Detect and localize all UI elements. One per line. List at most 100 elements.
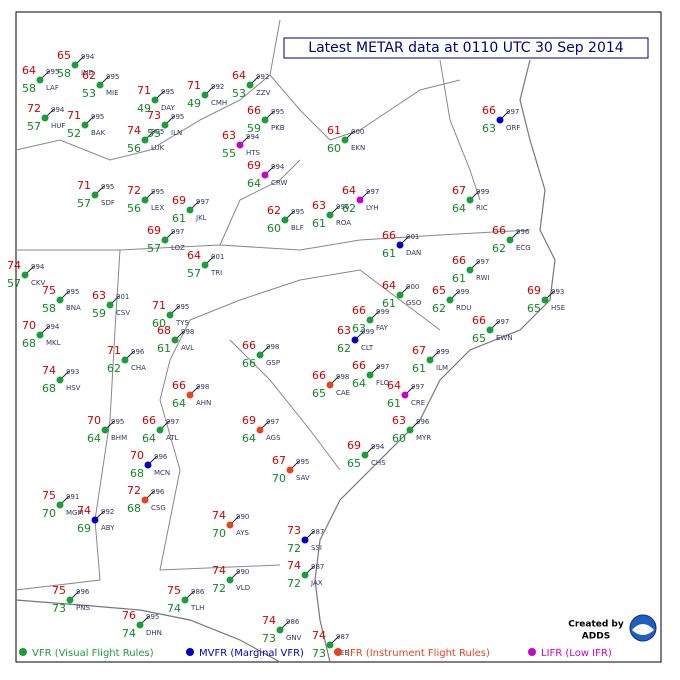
pressure: 997 <box>411 383 424 391</box>
temperature: 73 <box>147 109 161 122</box>
station: 75 73 996 PNS <box>52 584 90 615</box>
pressure: 997 <box>366 188 379 196</box>
dewpoint: 68 <box>22 337 36 350</box>
station-id: TLH <box>190 604 204 612</box>
station-id: PKB <box>271 124 285 132</box>
temperature: 75 <box>52 584 66 597</box>
station-id: TYS <box>175 319 190 327</box>
station: 74 73 986 GNV <box>262 614 302 645</box>
station: 66 62 996 ECG <box>492 224 531 255</box>
station-dot <box>361 451 369 459</box>
dewpoint: 55 <box>147 127 161 140</box>
station-id: AGS <box>266 434 281 442</box>
temperature: 66 <box>142 414 156 427</box>
dewpoint: 57 <box>27 120 41 133</box>
station: 74 73 987 LEE <box>312 629 349 660</box>
station: 64 53 992 ZZV <box>232 69 271 100</box>
temperature: 66 <box>242 339 256 352</box>
station: 68 61 998 AVL <box>157 324 194 355</box>
pressure: 995 <box>296 458 309 466</box>
station-dot <box>261 171 269 179</box>
dewpoint: 49 <box>137 102 151 115</box>
pressure: 987 <box>336 633 349 641</box>
station-dot <box>301 536 309 544</box>
station: 71 60 995 TYS <box>152 299 190 330</box>
pressure: 994 <box>246 133 260 141</box>
station: 71 57 995 SDF <box>77 179 115 210</box>
station-dot <box>56 376 64 384</box>
dewpoint: 68 <box>127 502 141 515</box>
dewpoint: 61 <box>452 272 466 285</box>
station-dot <box>156 426 164 434</box>
pressure: 995 <box>46 68 59 76</box>
station-id: BHM <box>111 434 127 442</box>
map-frame <box>15 11 662 663</box>
temperature: 65 <box>432 284 446 297</box>
station-id: BLF <box>291 224 304 232</box>
station-id: CLT <box>361 344 374 352</box>
legend-dot <box>186 648 194 656</box>
temperature: 71 <box>137 84 151 97</box>
pressure: 999 <box>361 328 374 336</box>
pressure: 996 <box>151 488 165 496</box>
station-id: MCN <box>154 469 170 477</box>
title-box <box>283 37 649 59</box>
station-id: PNS <box>76 604 90 612</box>
station: 72 56 995 LEX <box>127 184 164 215</box>
pressure: 993 <box>551 288 564 296</box>
station-id: MKL <box>46 339 61 347</box>
station-id: CSV <box>116 309 130 317</box>
station: 64 58 995 LAF <box>22 64 59 95</box>
pressure: 996 <box>416 418 430 426</box>
station-id: ILM <box>436 364 448 372</box>
dewpoint: 56 <box>127 142 141 155</box>
dewpoint: 70 <box>272 472 286 485</box>
credit-line: Created by <box>568 620 624 630</box>
pressure: 992 <box>211 83 224 91</box>
pressure: 001 <box>211 253 224 261</box>
temperature: 69 <box>247 159 261 172</box>
temperature: 66 <box>247 104 261 117</box>
station: 71 62 996 CHA <box>107 344 146 375</box>
station: 71 49 992 CMH <box>187 79 227 110</box>
pressure: 986 <box>191 588 205 596</box>
station: 74 72 990 VLD <box>212 564 250 595</box>
station: 70 68 994 MKL <box>22 319 61 350</box>
station-id: LAF <box>46 84 59 92</box>
dewpoint: 62 <box>337 342 351 355</box>
pressure: 992 <box>256 73 269 81</box>
station: 66 61 997 RWI <box>452 254 490 285</box>
station-id: RIC <box>476 204 488 212</box>
station-dot <box>256 426 264 434</box>
dewpoint: 61 <box>157 342 171 355</box>
station-id: SDF <box>101 199 115 207</box>
pressure: 998 <box>336 373 349 381</box>
temperature: 67 <box>452 184 466 197</box>
coastline <box>15 59 556 663</box>
station: 66 61 001 DAN <box>382 229 421 260</box>
station: 69 57 997 LOZ <box>147 224 185 255</box>
pressure: 997 <box>506 108 519 116</box>
station-dot <box>144 461 152 469</box>
dewpoint: 62 <box>492 242 506 255</box>
station-id: CHA <box>131 364 146 372</box>
pressure: 998 <box>196 383 209 391</box>
station-id: EKN <box>351 144 365 152</box>
dewpoint: 59 <box>247 122 261 135</box>
dewpoint: 52 <box>67 127 81 140</box>
temperature: 74 <box>212 564 226 577</box>
station-dot <box>91 191 99 199</box>
pressure: 991 <box>66 493 79 501</box>
dewpoint: 57 <box>147 242 161 255</box>
station: 70 68 996 MCN <box>130 449 170 480</box>
station-dot <box>396 291 404 299</box>
pressure: 998 <box>266 343 279 351</box>
station: 61 60 000 EKN <box>327 124 365 155</box>
station: 63 55 994 HTS <box>222 129 261 160</box>
station-id: VLD <box>236 584 250 592</box>
temperature: 64 <box>342 184 356 197</box>
station: 74 56 995 LUK <box>127 124 165 155</box>
pressure: 994 <box>31 263 45 271</box>
pressure: 997 <box>196 198 209 206</box>
